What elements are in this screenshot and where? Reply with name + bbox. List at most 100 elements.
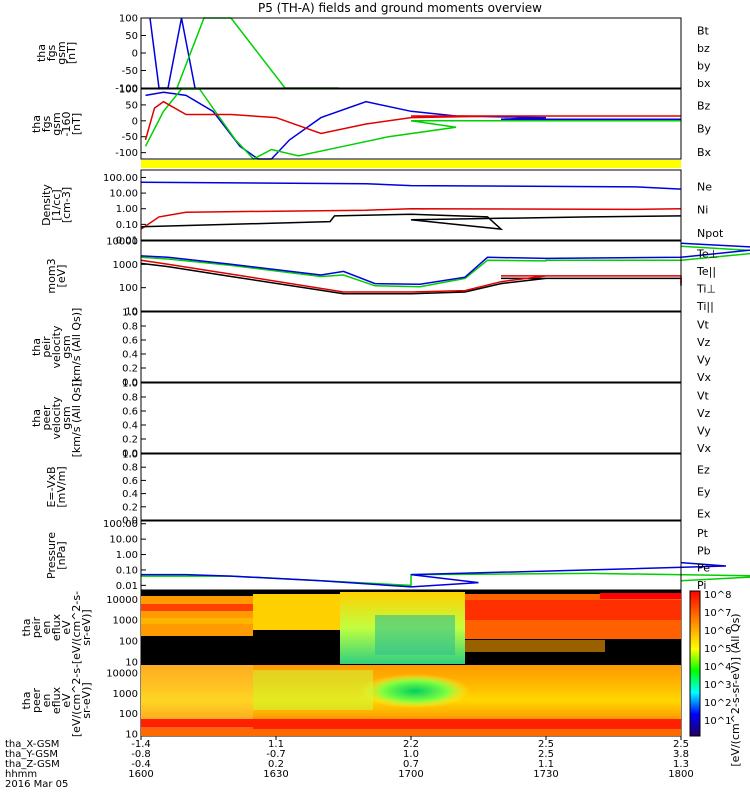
y-tick-label: -50 <box>122 132 138 143</box>
y-axis-label: mom3 <box>45 258 58 293</box>
x-tick-label: 0.2 <box>268 759 284 770</box>
y-axis-label: peer <box>30 688 43 714</box>
y-tick-label: 100 <box>119 637 138 648</box>
legend-Bt: Bt <box>697 24 710 37</box>
legend-by: by <box>697 59 711 72</box>
y-axis-label: gsm <box>60 406 73 429</box>
colorbar-tick-label: 10^4 <box>704 662 731 673</box>
y-tick-label: -100 <box>115 84 138 95</box>
y-axis-label: gsm <box>50 112 63 135</box>
y-axis-label: E=-VxB <box>45 466 58 507</box>
y-axis-label: [eV/(cm^2-s- <box>70 591 83 664</box>
y-axis-label: en <box>40 621 53 635</box>
legend-Vt: Vt <box>697 389 710 402</box>
legend-Npot: Npot <box>697 227 724 240</box>
x-tick-label: 1600 <box>128 769 153 780</box>
y-tick-label: -50 <box>122 66 138 77</box>
series-line-Npot <box>140 213 682 231</box>
legend-Ex: Ex <box>697 507 711 520</box>
y-axis-label: [eV/(cm^2-s- <box>70 664 83 737</box>
y-tick-label: 0.0 <box>122 378 138 389</box>
colorbar-ticks: 10^8 10^7 10^6 10^5 10^4 10^3 10^2 10^1 <box>704 590 731 727</box>
legend-bz: bz <box>697 42 710 55</box>
y-tick-label: 100 <box>119 85 138 96</box>
y-tick-label: 100 <box>119 283 138 294</box>
x-tick-label: 1800 <box>668 769 693 780</box>
y-tick-label: 0.8 <box>122 322 138 333</box>
series-line-Ne <box>140 181 682 190</box>
y-axis-label: Density <box>40 184 53 226</box>
y-tick-label: 0.4 <box>122 421 138 432</box>
panel-frame <box>140 382 682 454</box>
footer-row-label: tha_X-GSM <box>5 739 59 750</box>
colorbar-tick-label: 10^3 <box>704 680 731 691</box>
panel-frame <box>140 17 682 89</box>
y-axis-label: tha <box>20 618 33 636</box>
y-tick-label: 0.01 <box>116 581 138 592</box>
y-axis-label: [nT] <box>65 42 78 64</box>
figure-title: P5 (TH-A) fields and ground moments over… <box>258 1 542 15</box>
legend-By: By <box>697 123 712 136</box>
y-tick-label: 1.00 <box>116 550 138 561</box>
y-axis-label: [km/s (All Qs)] <box>70 379 83 458</box>
panel-frame <box>140 88 682 160</box>
y-tick-label: 0.4 <box>122 489 138 500</box>
legend-Pi: Pi <box>697 579 706 592</box>
colorbar-tick-label: 10^2 <box>704 698 731 709</box>
y-tick-label: 0.2 <box>122 364 138 375</box>
y-axis-label: -160 <box>60 112 73 137</box>
y-axis-label: peer <box>40 405 53 431</box>
y-tick-label: 0.6 <box>122 336 138 347</box>
y-tick-label: 100.00 <box>103 173 138 184</box>
y-tick-label: 1000 <box>113 616 138 627</box>
y-axis-label: eflux <box>50 686 63 714</box>
y-tick-label: 10000 <box>106 237 138 248</box>
y-tick-label: 100 <box>119 14 138 25</box>
x-tick-label: 3.8 <box>673 749 689 760</box>
legend-Vy: Vy <box>697 424 711 437</box>
y-axis-label: peir <box>30 616 43 638</box>
y-tick-label: 1.0 <box>122 308 138 319</box>
footer-row-label: hhmm <box>5 769 37 780</box>
legend-Vx: Vx <box>697 371 712 384</box>
x-tick-label: 2.5 <box>673 739 689 750</box>
x-tick-label: 1630 <box>263 769 288 780</box>
colorbar-tick-label: 10^7 <box>704 608 731 619</box>
y-axis-label: sr-eV)] <box>80 682 93 718</box>
y-tick-label: 0.10 <box>116 565 138 576</box>
y-tick-label: 1000 <box>113 689 138 700</box>
x-tick-label: 1.3 <box>673 759 689 770</box>
x-tick-label: 1.1 <box>268 739 284 750</box>
y-tick-label: 10000 <box>106 669 138 680</box>
y-tick-label: 0.2 <box>122 502 138 513</box>
legend-Vt: Vt <box>697 318 710 331</box>
series-line-Ni <box>140 207 682 230</box>
legend-Ti⊥: Ti⊥ <box>696 282 716 295</box>
colorbar-tick-label: 10^8 <box>704 590 731 601</box>
y-tick-label: 0.0 <box>122 449 138 460</box>
legend-Ey: Ey <box>697 485 711 498</box>
panel-frame <box>140 453 682 521</box>
x-tick-label: 1.0 <box>403 749 419 760</box>
y-axis-label: Pressure <box>45 532 58 579</box>
footer-row-label: tha_Y-GSM <box>5 749 58 760</box>
x-tick-label: -0.4 <box>131 759 151 770</box>
x-tick-label: 1700 <box>398 769 423 780</box>
y-axis-label: fgs <box>40 115 53 132</box>
panel-frame <box>140 169 682 241</box>
legend-Bx: Bx <box>697 146 712 159</box>
y-axis-label: tha <box>20 691 33 709</box>
legend-Vz: Vz <box>697 336 711 349</box>
y-axis-label: velocity <box>50 396 63 439</box>
y-tick-label: 0 <box>132 116 138 127</box>
y-axis-label: [eV] <box>55 265 68 288</box>
y-tick-label: 100.00 <box>103 519 138 530</box>
y-tick-label: 0.4 <box>122 350 138 361</box>
x-tick-label: 2.2 <box>403 739 419 750</box>
x-tick-label: 0.7 <box>403 759 419 770</box>
y-tick-label: 0.10 <box>116 220 138 231</box>
y-tick-label: 0.0 <box>122 516 138 527</box>
